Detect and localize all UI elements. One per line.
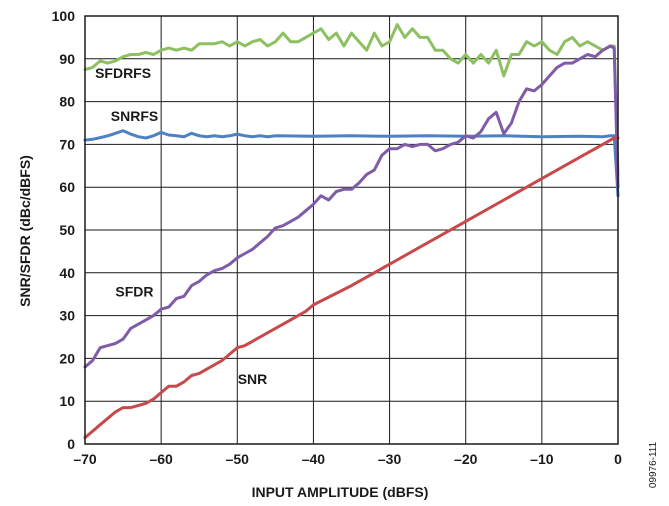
y-axis-title: SNR/SFDR (dBc/dBFS) bbox=[17, 155, 33, 307]
x-tick-label: –50 bbox=[226, 451, 250, 467]
series-line-snr bbox=[85, 138, 618, 438]
series-label-snr: SNR bbox=[238, 371, 268, 387]
y-tick-label: 20 bbox=[59, 350, 75, 366]
series-label-snrfs: SNRFS bbox=[111, 108, 158, 124]
figure-id: 09976-111 bbox=[648, 441, 659, 488]
y-tick-label: 40 bbox=[59, 265, 75, 281]
series-line-sfdrfs bbox=[85, 25, 618, 175]
x-tick-label: –30 bbox=[378, 451, 402, 467]
x-tick-label: –20 bbox=[454, 451, 478, 467]
y-tick-label: 90 bbox=[59, 51, 75, 67]
x-tick-labels: –70 –60 –50 –40 –30 –20 –10 0 bbox=[73, 451, 622, 467]
data-series bbox=[85, 25, 618, 438]
y-tick-label: 50 bbox=[59, 222, 75, 238]
y-tick-label: 30 bbox=[59, 308, 75, 324]
series-label-sfdr: SFDR bbox=[115, 283, 153, 299]
x-tick-label: 0 bbox=[614, 451, 622, 467]
y-tick-label: 0 bbox=[67, 436, 75, 452]
series-line-snrfs bbox=[85, 131, 618, 196]
y-tick-labels: 0 10 20 30 40 50 60 70 80 90 100 bbox=[52, 8, 76, 452]
series-line-sfdr bbox=[85, 46, 618, 367]
x-axis-title: INPUT AMPLITUDE (dBFS) bbox=[252, 484, 429, 500]
x-tick-label: –40 bbox=[302, 451, 326, 467]
y-tick-label: 70 bbox=[59, 136, 75, 152]
y-tick-label: 100 bbox=[52, 8, 76, 24]
y-tick-label: 60 bbox=[59, 179, 75, 195]
grid-lines bbox=[85, 16, 618, 444]
series-label-sfdrfs: SFDRFS bbox=[95, 65, 151, 81]
x-tick-label: –10 bbox=[530, 451, 554, 467]
x-tick-label: –60 bbox=[149, 451, 173, 467]
y-tick-label: 10 bbox=[59, 393, 75, 409]
y-tick-label: 80 bbox=[59, 94, 75, 110]
x-tick-label: –70 bbox=[73, 451, 97, 467]
